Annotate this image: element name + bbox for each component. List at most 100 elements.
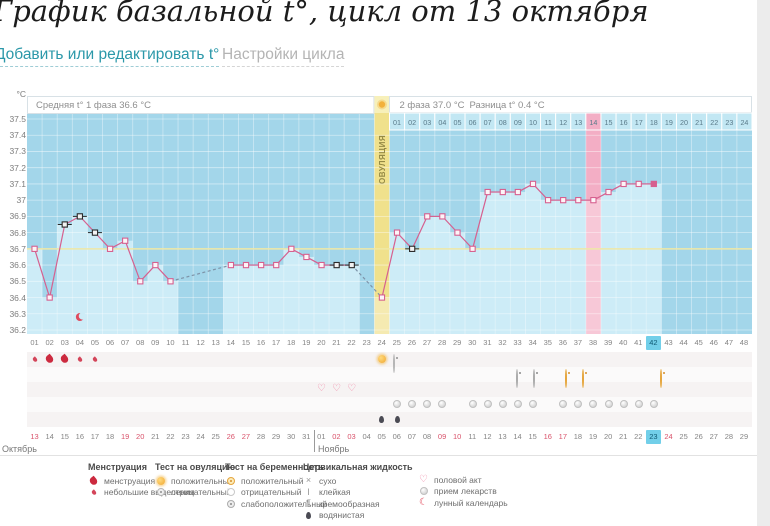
date-number: 19 bbox=[588, 432, 598, 441]
date-number: 01 bbox=[317, 432, 326, 441]
date-number: 10 bbox=[453, 432, 462, 441]
temp-point bbox=[529, 180, 537, 188]
cycle-day-number: 42 bbox=[645, 336, 661, 350]
date-number: 18 bbox=[105, 432, 115, 441]
temp-point bbox=[560, 197, 567, 204]
y-axis-tick: 36.4 bbox=[9, 292, 26, 303]
symbol-row-stripe bbox=[27, 397, 752, 412]
temp-point bbox=[635, 180, 642, 188]
area-fill bbox=[253, 265, 269, 334]
chart-text: 2 фаза 37.0 °C bbox=[400, 100, 465, 111]
area-fill bbox=[72, 216, 88, 334]
cycle-day-number: 22 bbox=[347, 338, 356, 347]
legend-item: водянистая bbox=[303, 510, 413, 522]
area-fill bbox=[298, 256, 314, 334]
medication-icon bbox=[423, 400, 432, 408]
area-fill bbox=[42, 297, 58, 334]
area-fill bbox=[480, 192, 496, 334]
cycle-day-number: 12 bbox=[196, 338, 205, 347]
chart-text: 03 bbox=[423, 118, 431, 127]
temp-point bbox=[152, 261, 159, 269]
date-number: 26 bbox=[694, 432, 703, 441]
date-number: 28 bbox=[724, 432, 734, 441]
pregnancy-test-pos-icon bbox=[565, 369, 568, 388]
temp-point bbox=[484, 188, 491, 196]
cycle-day-number: 25 bbox=[392, 338, 401, 347]
date-number: 24 bbox=[664, 432, 673, 441]
y-axis-tick: 37.3 bbox=[9, 146, 26, 157]
date-number: 15 bbox=[528, 432, 537, 441]
temp-line bbox=[124, 240, 141, 282]
medication-icon bbox=[619, 400, 628, 408]
temp-point bbox=[137, 278, 144, 285]
pregnancy-test-weak-icon bbox=[515, 369, 518, 388]
chart-text: 02 bbox=[408, 118, 416, 127]
temp-point-disturbed bbox=[409, 245, 416, 252]
legend-group: Тест на беременность положительный отрицат… bbox=[225, 462, 327, 510]
bbt-chart[interactable]: Средняя t° 1 фаза 36.6 °C 2 фаза 37.0 °C Р… bbox=[27, 96, 752, 334]
symbol-row-stripe bbox=[27, 352, 752, 367]
legend-item-label: кремообразная bbox=[319, 498, 380, 509]
area-fill bbox=[87, 232, 103, 334]
date-number: 22 bbox=[634, 432, 643, 441]
cycle-day-number: 14 bbox=[226, 338, 235, 347]
date-number: 14 bbox=[513, 432, 522, 441]
date-number: 15 bbox=[60, 432, 69, 441]
pregnancy-test-pos-icon bbox=[582, 369, 585, 388]
medication-icon bbox=[649, 400, 658, 408]
date-number: 16 bbox=[543, 432, 552, 441]
legend-item: слабоположительный bbox=[225, 498, 327, 510]
month-divider bbox=[313, 430, 315, 452]
medication-icon bbox=[574, 400, 583, 408]
temp-line bbox=[49, 224, 66, 298]
cycle-day-number: 07 bbox=[120, 338, 130, 347]
cycle-day-number: 02 bbox=[45, 338, 54, 347]
date-number: 18 bbox=[573, 432, 583, 441]
area-fill bbox=[631, 183, 647, 334]
temp-point bbox=[424, 213, 431, 220]
area-fill bbox=[525, 183, 541, 334]
cycle-day-number: 29 bbox=[453, 338, 462, 347]
moon-calendar-icon bbox=[78, 312, 86, 320]
cycle-day-number: 16 bbox=[256, 338, 266, 347]
cycle-day-number: 20 bbox=[317, 338, 326, 347]
divider bbox=[0, 455, 757, 456]
area-fill bbox=[57, 224, 73, 334]
symbol-row-stripe bbox=[27, 367, 752, 382]
intercourse-icon: ♡ bbox=[317, 383, 326, 394]
date-number: 24 bbox=[196, 432, 205, 441]
date-number: 14 bbox=[45, 432, 54, 441]
tab-cycle-settings[interactable]: Настройки цикла bbox=[222, 46, 345, 67]
cycle-day-number: 47 bbox=[724, 338, 734, 347]
cycle-day-number: 18 bbox=[286, 338, 296, 347]
cycle-day-number: 04 bbox=[75, 338, 84, 347]
chart-text: 23 bbox=[725, 118, 733, 127]
area-fill bbox=[147, 265, 163, 334]
chart-text: 14 bbox=[589, 118, 597, 127]
cycle-day-number: 08 bbox=[136, 338, 145, 347]
y-axis-tick: 36.2 bbox=[9, 324, 26, 335]
chart-text: 18 bbox=[650, 118, 658, 127]
area-fill bbox=[283, 248, 299, 334]
temp-line bbox=[471, 191, 489, 249]
intercourse-icon: ♡ bbox=[332, 383, 342, 394]
area-fill bbox=[510, 192, 526, 334]
date-number: 27 bbox=[241, 432, 251, 441]
temp-line-gap bbox=[351, 264, 383, 298]
dpo14-band bbox=[585, 130, 601, 334]
legend-group-title: Тест на беременность bbox=[225, 462, 324, 472]
medication-icon bbox=[408, 400, 417, 408]
temp-point bbox=[303, 253, 310, 261]
y-axis-tick: 37.5 bbox=[9, 114, 26, 124]
chart-text: 20 bbox=[680, 118, 688, 127]
area-fill bbox=[434, 216, 450, 334]
medication-icon bbox=[634, 400, 643, 408]
tab-add-edit-temperature[interactable]: Добавить или редактировать t° bbox=[0, 46, 220, 67]
area-fill bbox=[329, 265, 345, 334]
area-fill bbox=[555, 200, 571, 334]
temp-point bbox=[242, 261, 250, 269]
legend-item-label: положительный bbox=[171, 475, 234, 486]
legend-item-label: лунный календарь bbox=[434, 497, 508, 508]
date-number: 20 bbox=[603, 432, 613, 441]
temp-point bbox=[378, 294, 386, 301]
